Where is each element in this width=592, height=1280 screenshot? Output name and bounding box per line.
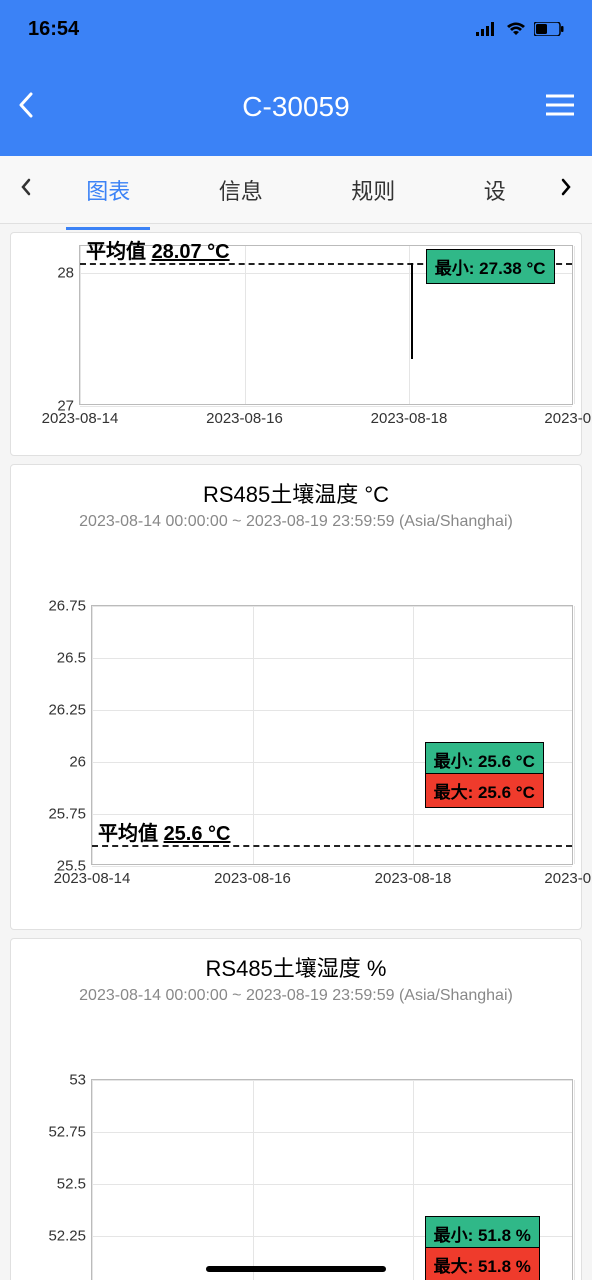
tab-scroll-left[interactable]	[20, 178, 32, 201]
x-tick-label: 2023-0...	[544, 870, 592, 887]
chart-card: RS485土壤温度 °C 2023-08-14 00:00:00 ~ 2023-0…	[10, 464, 582, 930]
y-tick-label: 26.5	[57, 650, 86, 667]
tab-label: 设	[484, 179, 506, 204]
tab-label: 信息	[219, 179, 263, 204]
x-tick-label: 2023-08-18	[371, 410, 448, 427]
wifi-icon	[506, 22, 526, 36]
status-time: 16:54	[28, 18, 79, 41]
x-tick-label: 2023-08-16	[206, 410, 283, 427]
page-title: C-30059	[242, 91, 349, 123]
home-indicator	[206, 1266, 386, 1272]
max-badge: 最大: 51.8 %	[425, 1247, 540, 1280]
status-bar: 16:54	[0, 0, 592, 58]
y-tick-label: 52.75	[48, 1124, 86, 1141]
chevron-right-icon	[560, 178, 572, 196]
x-tick-label: 2023-08-14	[54, 870, 131, 887]
x-tick-label: 2023-08-14	[42, 410, 119, 427]
chart-plot: 27282023-08-142023-08-162023-08-182023-0…	[79, 245, 573, 405]
y-tick-label: 53	[69, 1072, 86, 1089]
tab-info[interactable]: 信息	[199, 156, 283, 224]
chart-plot: 51.755252.2552.552.75532023-08-142023-08…	[91, 1079, 573, 1280]
app-header: C-30059	[0, 58, 592, 156]
battery-icon	[534, 22, 564, 36]
chart-card: 27282023-08-142023-08-162023-08-182023-0…	[10, 232, 582, 456]
y-tick-label: 26.25	[48, 702, 86, 719]
min-badge: 最小: 51.8 %	[425, 1216, 540, 1251]
chart-card: RS485土壤湿度 % 2023-08-14 00:00:00 ~ 2023-08…	[10, 938, 582, 1280]
chart-area: 25.525.752626.2526.526.752023-08-142023-…	[19, 539, 573, 919]
chart-plot: 25.525.752626.2526.526.752023-08-142023-…	[91, 605, 573, 865]
y-tick-label: 28	[57, 264, 74, 281]
chart-area: 27282023-08-142023-08-162023-08-182023-0…	[19, 245, 573, 445]
back-button[interactable]	[18, 92, 34, 123]
min-badge: 最小: 27.38 °C	[426, 249, 555, 284]
x-tick-label: 2023-08-16	[214, 870, 291, 887]
tab-label: 规则	[351, 179, 395, 204]
status-icons	[476, 22, 564, 36]
y-tick-label: 52.5	[57, 1176, 86, 1193]
signal-icon	[476, 22, 498, 36]
hamburger-icon	[546, 94, 574, 116]
chart-list[interactable]: 27282023-08-142023-08-162023-08-182023-0…	[0, 232, 592, 1280]
tab-rules[interactable]: 规则	[331, 156, 415, 224]
max-badge: 最大: 25.6 °C	[425, 773, 544, 808]
tab-label: 图表	[86, 179, 130, 204]
chevron-left-icon	[18, 92, 34, 118]
y-tick-label: 25.75	[48, 806, 86, 823]
x-tick-label: 2023-0...	[544, 410, 592, 427]
y-tick-label: 26	[69, 754, 86, 771]
avg-label: 平均值 28.07 °C	[86, 235, 230, 264]
avg-label: 平均值 25.6 °C	[98, 817, 231, 846]
chart-title: RS485土壤湿度 %	[19, 951, 573, 983]
chart-title: RS485土壤温度 °C	[19, 477, 573, 509]
tab-items: 图表 信息 规则 设	[32, 156, 560, 224]
tab-settings[interactable]: 设	[464, 156, 526, 224]
chevron-left-icon	[20, 178, 32, 196]
chart-subtitle: 2023-08-14 00:00:00 ~ 2023-08-19 23:59:5…	[19, 513, 573, 531]
menu-button[interactable]	[546, 94, 574, 121]
chart-area: 51.755252.2552.552.75532023-08-142023-08…	[19, 1013, 573, 1280]
min-badge: 最小: 25.6 °C	[425, 742, 544, 777]
tab-bar: 图表 信息 规则 设	[0, 156, 592, 224]
y-tick-label: 26.75	[48, 598, 86, 615]
tab-charts[interactable]: 图表	[66, 156, 150, 224]
x-tick-label: 2023-08-18	[375, 870, 452, 887]
tab-scroll-right[interactable]	[560, 178, 572, 201]
y-tick-label: 52.25	[48, 1228, 86, 1245]
chart-subtitle: 2023-08-14 00:00:00 ~ 2023-08-19 23:59:5…	[19, 987, 573, 1005]
